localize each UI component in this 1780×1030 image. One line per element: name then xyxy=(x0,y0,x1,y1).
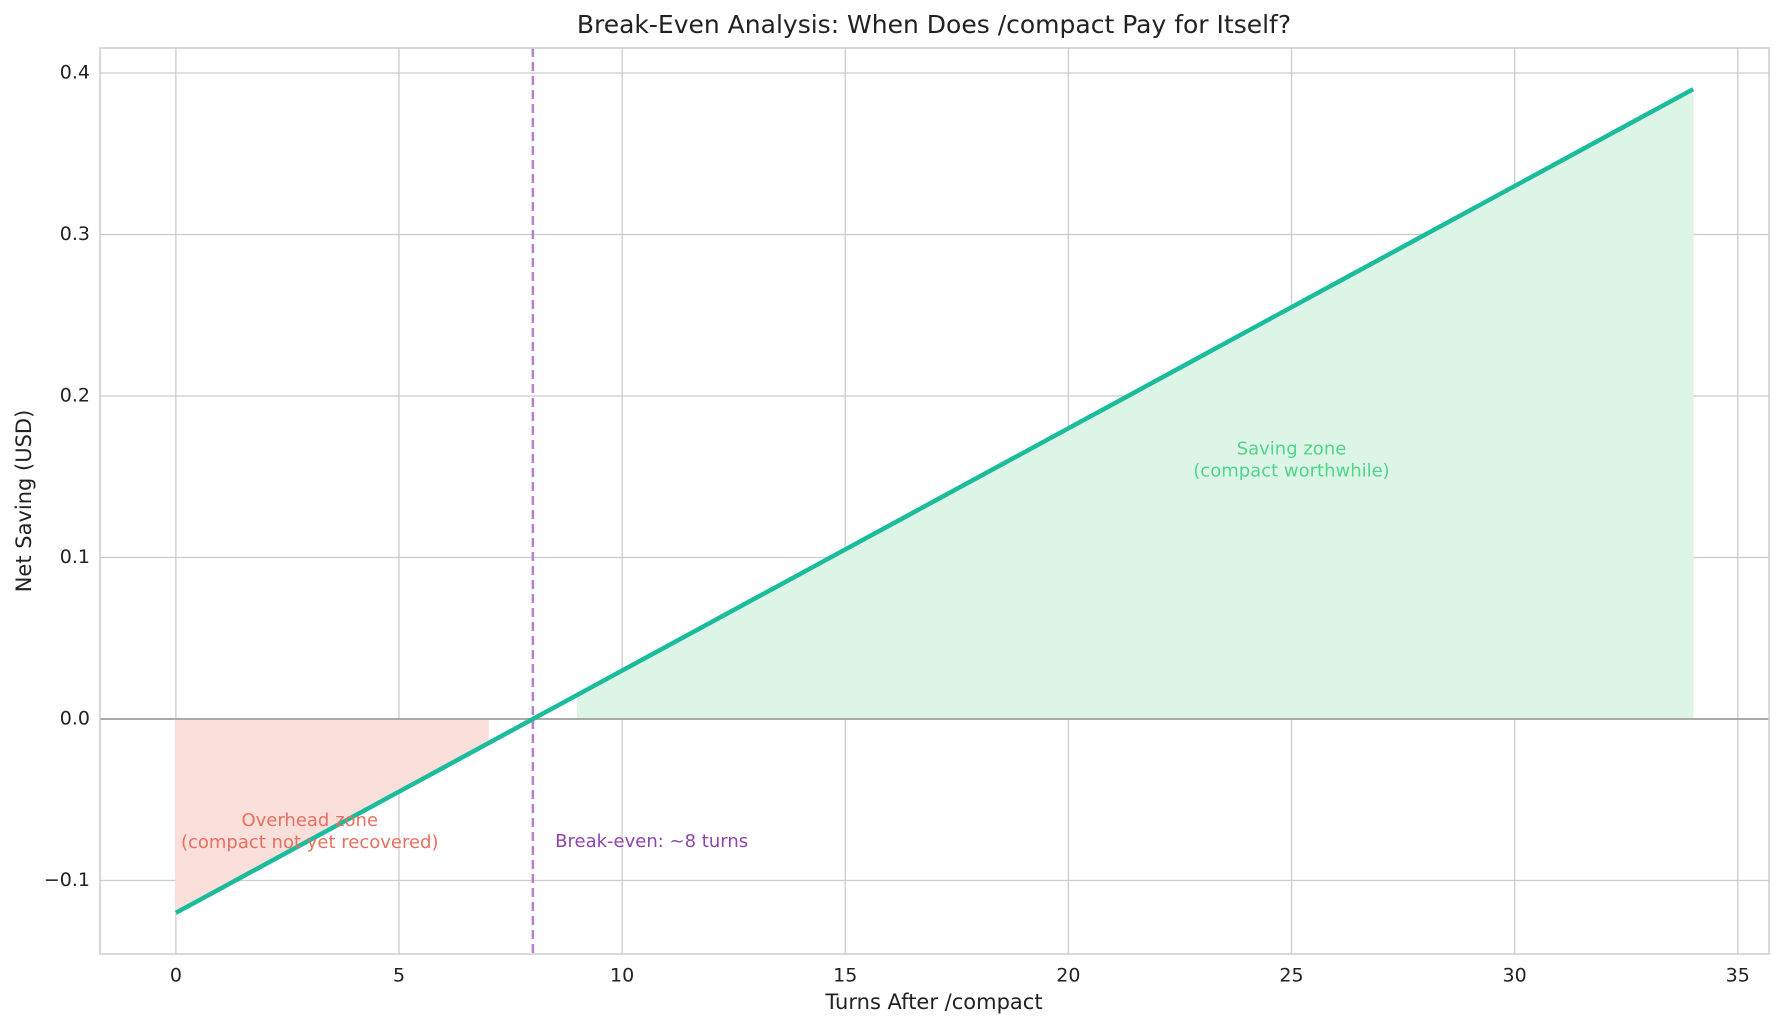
y-tick-label: 0.3 xyxy=(60,223,90,245)
annotation: Saving zone (compact worthwhile) xyxy=(1193,439,1389,482)
x-tick-label: 5 xyxy=(393,965,405,987)
x-tick-label: 25 xyxy=(1279,965,1303,987)
x-tick-label: 20 xyxy=(1056,965,1080,987)
y-tick-label: 0.2 xyxy=(60,385,90,407)
y-tick-label: −0.1 xyxy=(44,869,90,891)
annotation: Break-even: ~8 turns xyxy=(555,831,748,852)
chart-title: Break-Even Analysis: When Does /compact … xyxy=(577,10,1291,39)
x-tick-label: 35 xyxy=(1726,965,1750,987)
plot-frame xyxy=(99,47,1770,955)
y-tick-label: 0.4 xyxy=(60,62,90,84)
y-tick-label: 0.0 xyxy=(60,708,90,730)
x-tick-label: 30 xyxy=(1503,965,1527,987)
annotation-line: (compact worthwhile) xyxy=(1193,461,1389,482)
x-tick-label: 10 xyxy=(610,965,634,987)
x-axis-label: Turns After /compact xyxy=(824,990,1042,1014)
annotation-line: Break-even: ~8 turns xyxy=(555,831,748,852)
annotation-line: Saving zone xyxy=(1237,439,1347,460)
annotation-line: Overhead zone xyxy=(241,810,378,831)
x-tick-label: 15 xyxy=(833,965,857,987)
y-tick-label: 0.1 xyxy=(60,546,90,568)
annotation: Overhead zone (compact not yet recovered) xyxy=(181,810,439,853)
net-saving-line xyxy=(174,87,1695,915)
x-tick-label: 0 xyxy=(170,965,182,987)
y-axis-label: Net Saving (USD) xyxy=(12,410,36,593)
annotation-line: (compact not yet recovered) xyxy=(181,832,439,853)
